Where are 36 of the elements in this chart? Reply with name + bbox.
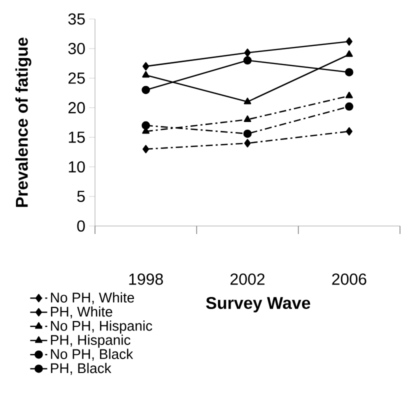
point xyxy=(243,56,252,65)
point xyxy=(244,139,251,148)
point xyxy=(345,50,353,57)
legend-label: PH, White xyxy=(51,306,112,318)
point xyxy=(345,68,354,76)
y-axis-title: Prevalence of fatigue xyxy=(15,38,32,207)
x-axis-title: Survey Wave xyxy=(206,296,310,312)
legend-label: No PH, White xyxy=(51,292,134,304)
point xyxy=(244,98,252,104)
x-tick-label: 1998 xyxy=(129,274,163,285)
y-tick-label: 15 xyxy=(68,132,85,143)
y-tick-label: 10 xyxy=(68,161,85,173)
legend-label: No PH, Hispanic xyxy=(51,320,152,334)
point xyxy=(243,130,252,138)
point xyxy=(346,127,352,136)
x-tick-label: 2006 xyxy=(332,274,366,285)
point xyxy=(244,48,251,57)
point xyxy=(142,144,150,154)
point xyxy=(142,86,150,94)
point xyxy=(142,62,150,70)
y-tick-label: 5 xyxy=(77,190,85,202)
legend-label: No PH, Black xyxy=(51,348,134,361)
point xyxy=(345,92,353,98)
y-tick-label: 30 xyxy=(68,42,85,54)
point xyxy=(142,121,150,130)
point xyxy=(244,115,252,122)
point xyxy=(345,102,354,111)
y-tick-label: 20 xyxy=(68,102,85,114)
y-tick-label: 0 xyxy=(77,220,85,232)
y-tick-label: 35 xyxy=(68,13,85,25)
point xyxy=(346,37,352,46)
y-tick-label: 25 xyxy=(68,72,85,84)
legend-label: PH, Hispanic xyxy=(51,334,130,348)
point xyxy=(142,71,150,78)
legend-label: PH, Black xyxy=(51,362,112,375)
x-tick-label: 2002 xyxy=(230,274,264,285)
